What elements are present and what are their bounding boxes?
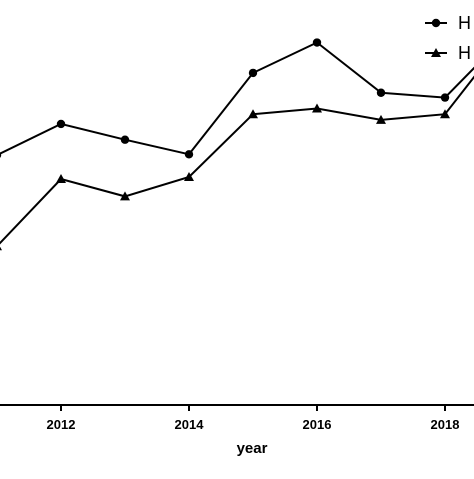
x-axis: 2012 2014 2016 2018 [0,404,474,432]
data-point-circle [120,135,130,144]
legend-marker-circle [431,18,441,28]
x-tick-label: 2016 [303,417,332,432]
legend-label-2: H [458,43,471,63]
data-point-triangle [0,246,2,251]
data-point-triangle [56,174,66,183]
legend-label-1: H [458,13,471,33]
series-2 [0,75,474,251]
data-point-triangle [376,114,386,124]
data-point-triangle [184,172,194,181]
series-1 [0,38,474,159]
data-point-circle [184,150,194,159]
data-point-triangle [312,103,322,113]
data-point-circle [440,93,450,102]
data-point-triangle [248,109,258,119]
data-point-circle [248,68,258,78]
x-axis-title: year [237,440,268,457]
data-point-circle [0,152,2,159]
x-tick-label: 2018 [431,417,460,432]
data-point-triangle [440,109,450,119]
legend-marker-triangle [431,48,441,57]
series-layer [0,38,474,251]
data-point-circle [376,88,386,97]
data-point-circle [312,38,322,47]
series-1-line [0,41,474,156]
series-2-line [0,75,474,245]
legend: HH [425,13,471,63]
x-tick-label: 2012 [47,417,76,432]
data-point-circle [56,119,66,129]
data-point-triangle [120,191,130,201]
x-tick-label: 2014 [175,417,205,432]
